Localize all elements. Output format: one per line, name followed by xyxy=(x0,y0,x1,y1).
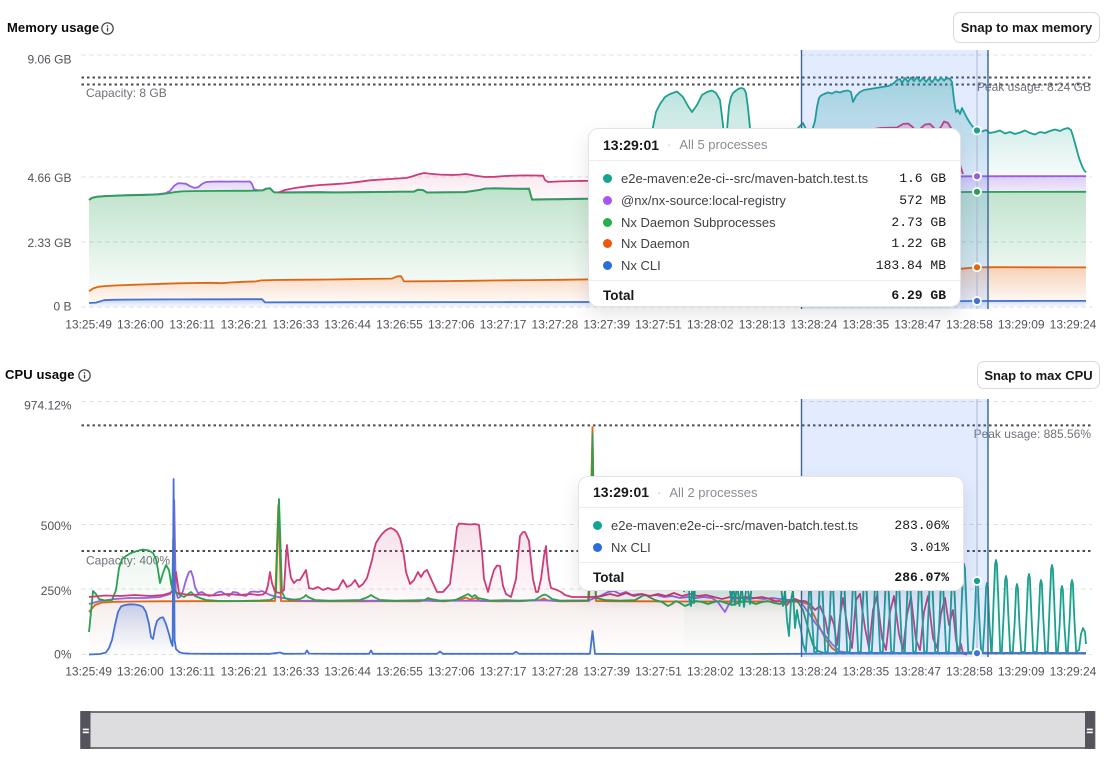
svg-text:13:27:51: 13:27:51 xyxy=(635,318,682,332)
svg-text:13:28:47: 13:28:47 xyxy=(894,665,941,679)
svg-text:13:28:58: 13:28:58 xyxy=(946,665,993,679)
svg-text:13:26:21: 13:26:21 xyxy=(221,665,268,679)
svg-text:13:25:49: 13:25:49 xyxy=(65,665,112,679)
svg-text:13:29:09: 13:29:09 xyxy=(998,318,1045,332)
svg-text:9.06 GB: 9.06 GB xyxy=(27,53,71,67)
svg-text:13:28:02: 13:28:02 xyxy=(687,318,734,332)
svg-text:13:26:21: 13:26:21 xyxy=(221,318,268,332)
svg-text:13:27:17: 13:27:17 xyxy=(480,318,527,332)
svg-text:13:27:17: 13:27:17 xyxy=(480,665,527,679)
svg-text:13:28:35: 13:28:35 xyxy=(842,665,889,679)
svg-text:13:28:24: 13:28:24 xyxy=(791,318,838,332)
svg-text:13:28:02: 13:28:02 xyxy=(687,665,734,679)
svg-text:500%: 500% xyxy=(41,519,72,533)
svg-text:0%: 0% xyxy=(54,648,72,662)
svg-text:13:26:33: 13:26:33 xyxy=(272,665,319,679)
svg-text:974.12%: 974.12% xyxy=(24,399,72,413)
svg-text:13:28:13: 13:28:13 xyxy=(739,318,786,332)
svg-text:13:26:00: 13:26:00 xyxy=(117,318,164,332)
svg-text:13:28:47: 13:28:47 xyxy=(894,318,941,332)
svg-text:0 B: 0 B xyxy=(53,300,71,314)
svg-text:13:27:06: 13:27:06 xyxy=(428,318,475,332)
svg-text:2.33 GB: 2.33 GB xyxy=(27,236,71,250)
svg-text:Peak usage: 885.56%: Peak usage: 885.56% xyxy=(974,427,1092,441)
svg-text:13:28:13: 13:28:13 xyxy=(739,665,786,679)
svg-text:13:26:11: 13:26:11 xyxy=(169,318,215,332)
svg-text:13:26:11: 13:26:11 xyxy=(169,665,215,679)
svg-text:Peak usage: 8.24 GB: Peak usage: 8.24 GB xyxy=(977,80,1091,94)
svg-text:13:26:33: 13:26:33 xyxy=(272,318,319,332)
svg-text:13:27:51: 13:27:51 xyxy=(635,665,682,679)
svg-text:13:27:06: 13:27:06 xyxy=(428,665,475,679)
svg-text:13:27:39: 13:27:39 xyxy=(583,318,630,332)
svg-text:13:27:28: 13:27:28 xyxy=(532,318,579,332)
svg-text:13:26:44: 13:26:44 xyxy=(324,665,371,679)
svg-text:13:26:55: 13:26:55 xyxy=(376,665,423,679)
svg-text:13:28:35: 13:28:35 xyxy=(842,318,889,332)
svg-text:250%: 250% xyxy=(41,584,72,598)
svg-text:13:29:24: 13:29:24 xyxy=(1050,665,1097,679)
svg-text:13:27:39: 13:27:39 xyxy=(583,665,630,679)
svg-text:13:26:44: 13:26:44 xyxy=(324,318,371,332)
svg-text:13:27:28: 13:27:28 xyxy=(532,665,579,679)
svg-text:13:26:00: 13:26:00 xyxy=(117,665,164,679)
svg-text:13:28:24: 13:28:24 xyxy=(791,665,838,679)
svg-text:4.66 GB: 4.66 GB xyxy=(27,171,71,185)
svg-text:13:28:58: 13:28:58 xyxy=(946,318,993,332)
svg-text:13:26:55: 13:26:55 xyxy=(376,318,423,332)
svg-text:13:29:09: 13:29:09 xyxy=(998,665,1045,679)
svg-text:13:25:49: 13:25:49 xyxy=(65,318,112,332)
svg-text:13:29:24: 13:29:24 xyxy=(1050,318,1097,332)
svg-text:Capacity: 8 GB: Capacity: 8 GB xyxy=(86,86,167,100)
